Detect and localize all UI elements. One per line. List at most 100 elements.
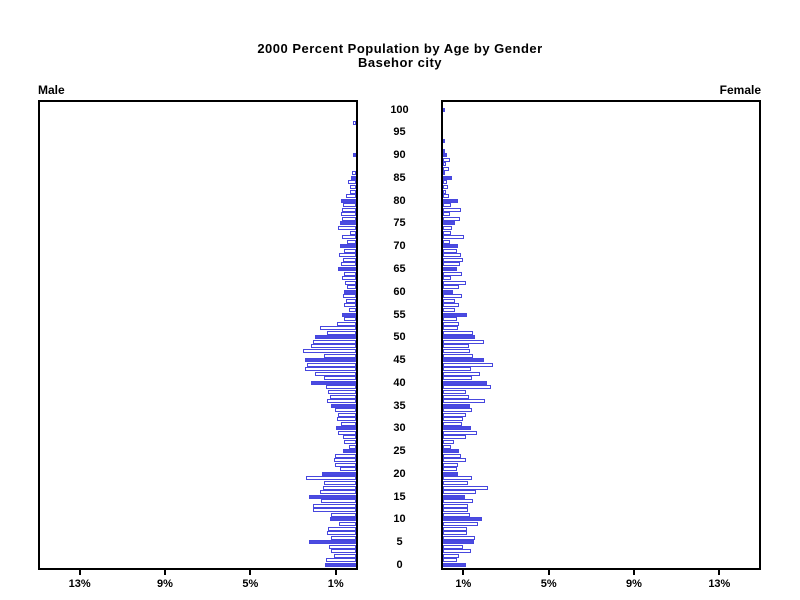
female-bar-age-41: [443, 376, 472, 380]
male-bar-age-67: [343, 258, 356, 262]
female-bar-age-27: [443, 440, 454, 444]
male-bar-age-76: [342, 217, 356, 221]
female-x-tick-label-5%: 5%: [540, 578, 557, 590]
male-x-tick-label-1%: 1%: [327, 578, 344, 590]
male-bar-age-83: [350, 185, 356, 189]
female-bar-age-78: [443, 208, 461, 212]
female-x-tick-1%: [462, 570, 465, 575]
age-tick-label-70: 70: [393, 240, 406, 252]
male-bar-age-35: [331, 404, 356, 408]
male-bar-age-56: [349, 308, 356, 312]
female-bar-age-42: [443, 372, 480, 376]
male-bar-age-32: [337, 417, 356, 421]
female-bar-age-23: [443, 458, 466, 462]
male-bar-age-84: [348, 180, 356, 184]
female-bar-age-14: [443, 499, 473, 503]
female-bar-age-91: [443, 149, 445, 153]
female-bar-age-81: [443, 194, 449, 198]
age-tick-label-50: 50: [393, 331, 406, 343]
male-bar-age-49: [313, 340, 356, 344]
female-bar-age-61: [443, 285, 459, 289]
male-bar-age-7: [327, 531, 356, 535]
male-bar-age-68: [339, 253, 356, 257]
female-bar-age-31: [443, 422, 462, 426]
female-bar-age-66: [443, 262, 460, 266]
male-bar-age-65: [338, 267, 356, 271]
male-bar-age-53: [337, 322, 356, 326]
age-tick-label-75: 75: [393, 217, 406, 229]
female-bar-age-4: [443, 545, 463, 549]
female-bar-age-28: [443, 435, 466, 439]
female-bar-age-5: [443, 540, 474, 544]
male-bar-age-60: [344, 290, 356, 294]
female-bar-age-45: [443, 358, 484, 362]
male-bar-age-26: [349, 445, 356, 449]
male-bar-age-63: [342, 276, 356, 280]
female-bar-age-55: [443, 313, 467, 317]
male-bar-age-72: [342, 235, 356, 239]
female-bar-age-26: [443, 445, 451, 449]
female-bar-age-82: [443, 190, 446, 194]
female-bar-age-60: [443, 290, 453, 294]
male-bar-age-77: [341, 212, 356, 216]
male-bar-age-62: [345, 281, 356, 285]
female-bar-age-8: [443, 527, 467, 531]
male-bar-age-22: [335, 463, 356, 467]
female-x-tick-label-1%: 1%: [455, 578, 472, 590]
male-bar-age-50: [315, 335, 356, 339]
female-bar-age-75: [443, 221, 455, 225]
female-bar-age-38: [443, 390, 466, 394]
female-bar-age-74: [443, 226, 452, 230]
male-bar-age-13: [313, 504, 356, 508]
male-bar-age-1: [326, 558, 356, 562]
male-bar-age-16: [320, 490, 356, 494]
female-bar-age-72: [443, 235, 464, 239]
male-bar-age-64: [344, 272, 356, 276]
male-bar-age-15: [309, 495, 356, 499]
female-bar-age-64: [443, 272, 462, 276]
male-bar-age-19: [306, 476, 356, 480]
male-bar-age-27: [344, 440, 356, 444]
age-tick-label-0: 0: [396, 559, 403, 571]
female-bar-age-29: [443, 431, 477, 435]
female-bar-age-39: [443, 385, 491, 389]
female-bar-age-20: [443, 472, 458, 476]
female-bar-age-2: [443, 554, 459, 558]
male-bar-age-29: [338, 431, 356, 435]
male-bar-age-71: [347, 240, 356, 244]
male-bar-age-73: [350, 231, 356, 235]
male-bar-age-14: [321, 499, 356, 503]
female-bar-age-84: [443, 180, 447, 184]
male-bar-age-66: [341, 262, 356, 266]
male-bar-age-54: [344, 317, 356, 321]
male-axis-label: Male: [38, 83, 65, 97]
male-bar-age-86: [352, 171, 356, 175]
male-bar-age-38: [328, 390, 356, 394]
female-bar-age-62: [443, 281, 466, 285]
age-tick-label-95: 95: [393, 126, 406, 138]
male-bar-age-43: [305, 367, 356, 371]
female-bar-age-11: [443, 513, 470, 517]
male-bar-age-79: [343, 203, 356, 207]
male-bar-age-97: [353, 121, 356, 125]
male-bar-age-52: [320, 326, 356, 330]
male-bar-age-37: [330, 395, 356, 399]
male-bar-age-11: [331, 513, 356, 517]
male-x-tick-label-5%: 5%: [242, 578, 259, 590]
male-bar-age-78: [342, 208, 356, 212]
female-bar-age-0: [443, 563, 466, 567]
female-bar-age-51: [443, 331, 473, 335]
female-x-tick-9%: [633, 570, 635, 575]
female-bar-age-18: [443, 481, 468, 485]
female-bar-age-83: [443, 185, 448, 189]
male-x-tick-1%: [334, 570, 337, 575]
male-bar-age-85: [351, 176, 356, 180]
male-bar-age-31: [341, 422, 356, 426]
female-bar-age-53: [443, 322, 459, 326]
female-bar-age-10: [443, 517, 482, 521]
female-bar-age-63: [443, 276, 451, 280]
female-bar-age-86: [443, 171, 445, 175]
male-bar-age-20: [322, 472, 356, 476]
male-bar-age-41: [324, 376, 356, 380]
